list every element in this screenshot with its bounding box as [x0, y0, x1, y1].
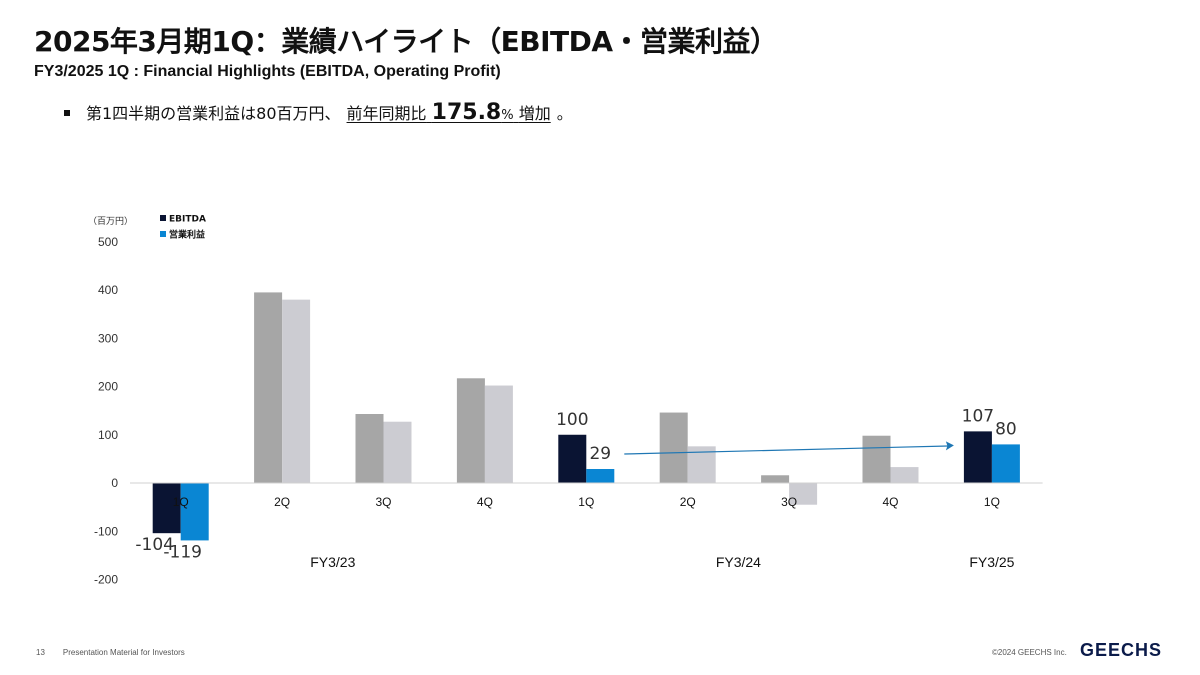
- bar: [659, 412, 688, 483]
- group-label: FY3/25: [969, 554, 1014, 570]
- data-label: 80: [995, 419, 1017, 439]
- x-tick-label: 2Q: [680, 495, 696, 509]
- group-label: FY3/24: [716, 554, 761, 570]
- bar: [890, 467, 919, 483]
- bar: [456, 378, 485, 483]
- unit-label: （百万円）: [88, 216, 133, 227]
- bullet-underlined-phrase: 前年同期比 175.8% 増加: [347, 100, 551, 125]
- growth-unit: %: [501, 108, 514, 123]
- bar: [963, 431, 992, 483]
- x-tick-label: 1Q: [173, 495, 189, 509]
- bar: [180, 483, 209, 541]
- footer: 13 Presentation Material for Investors: [36, 648, 185, 657]
- data-label: 100: [556, 410, 588, 430]
- increase-label: 増加: [518, 104, 551, 123]
- group-label: FY3/23: [310, 554, 355, 570]
- company-logo: GEECHS: [1080, 640, 1163, 660]
- legend-swatch: [160, 215, 166, 221]
- yoy-label: 前年同期比: [346, 104, 427, 123]
- y-tick-label: 500: [98, 235, 118, 249]
- y-tick-label: -100: [94, 524, 118, 538]
- x-tick-label: 4Q: [882, 495, 898, 509]
- y-tick-label: 0: [111, 476, 118, 490]
- bar: [558, 434, 587, 483]
- bullet-text: 第1四半期の営業利益は80百万円、: [86, 104, 341, 123]
- trend-arrow-line: [624, 445, 948, 455]
- legend-label: EBITDA: [169, 215, 206, 225]
- bullet-square-icon: [64, 110, 70, 116]
- highlight-bullet: 第1四半期の営業利益は80百万円、 前年同期比 175.8% 増加。: [64, 100, 573, 125]
- bar: [761, 475, 790, 483]
- bar: [789, 483, 818, 505]
- trend-arrow-head: [945, 441, 954, 451]
- x-tick-label: 4Q: [477, 495, 493, 509]
- x-tick-label: 1Q: [984, 495, 1000, 509]
- bullet-end-mark: 。: [556, 104, 573, 123]
- data-label: -104: [135, 535, 174, 555]
- y-tick-label: -200: [94, 573, 118, 587]
- data-label: 29: [589, 444, 611, 464]
- x-tick-label: 2Q: [274, 495, 290, 509]
- bar: [355, 414, 384, 483]
- bar: [862, 435, 891, 483]
- page-number: 13: [36, 648, 45, 657]
- bar: [991, 444, 1020, 483]
- y-tick-label: 300: [98, 331, 118, 345]
- page-subtitle: FY3/2025 1Q : Financial Highlights (EBIT…: [34, 63, 501, 80]
- y-tick-label: 100: [98, 428, 118, 442]
- data-label: -119: [163, 542, 202, 562]
- page-title: 2025年3月期1Q：業績ハイライト（EBITDA・営業利益）: [34, 25, 778, 58]
- x-tick-label: 3Q: [781, 495, 797, 509]
- y-tick-label: 400: [98, 283, 118, 297]
- footer-label: Presentation Material for Investors: [62, 648, 185, 657]
- y-tick-label: 200: [98, 380, 118, 394]
- growth-value: 175.8: [431, 100, 502, 125]
- x-tick-label: 1Q: [578, 495, 594, 509]
- bar: [484, 385, 513, 483]
- x-tick-label: 3Q: [375, 495, 391, 509]
- data-label: 107: [962, 406, 994, 426]
- copyright: ©2024 GEECHS Inc.: [992, 648, 1067, 657]
- legend-label: 営業利益: [169, 229, 205, 241]
- bar: [254, 292, 283, 483]
- bar: [383, 421, 412, 483]
- bar: [282, 299, 311, 483]
- bar: [586, 469, 615, 483]
- bar: [152, 483, 181, 534]
- legend-swatch: [160, 231, 166, 237]
